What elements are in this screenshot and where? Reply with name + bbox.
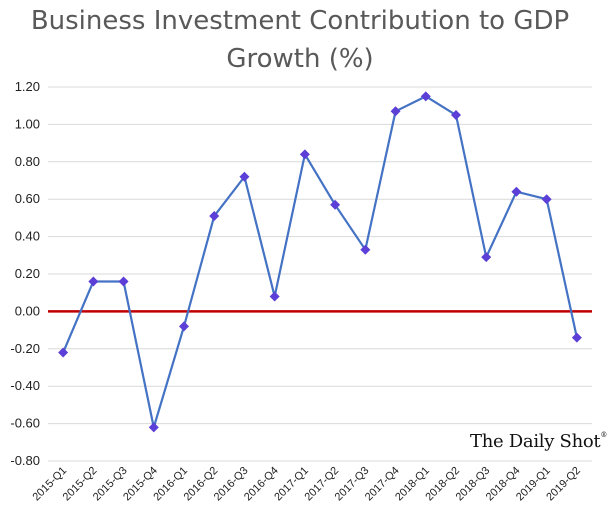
data-point-marker [88, 276, 99, 287]
y-tick-label: -0.20 [10, 341, 40, 356]
chart-title-line-2: Growth (%) [226, 44, 374, 74]
y-tick-label: 0.40 [15, 229, 40, 244]
data-point-marker [571, 332, 582, 343]
daily-shot-watermark: The Daily Shot® [470, 431, 607, 452]
data-point-marker [179, 321, 189, 332]
y-tick-label: -0.60 [10, 416, 40, 431]
y-tick-label: 0.20 [15, 266, 40, 281]
data-point-marker [451, 110, 461, 121]
data-point-marker [541, 194, 552, 205]
chart-title: Business Investment Contribution to GDP … [0, 2, 600, 78]
y-tick-label: 0.00 [15, 303, 40, 318]
data-point-marker [511, 186, 522, 197]
data-point-marker [420, 91, 431, 102]
data-point-marker [360, 244, 371, 255]
y-tick-label: -0.40 [10, 378, 40, 393]
data-point-marker [390, 106, 401, 117]
data-point-marker [239, 171, 250, 182]
series-line [62, 95, 578, 429]
chart-title-line-1: Business Investment Contribution to GDP [30, 6, 570, 36]
data-point-marker [269, 291, 280, 302]
data-point-marker [209, 211, 220, 222]
data-point-marker [58, 347, 69, 358]
data-point-marker [330, 199, 341, 210]
registered-mark: ® [600, 431, 608, 439]
data-point-marker [118, 276, 129, 287]
y-tick-label: 1.00 [15, 116, 40, 131]
y-tick-label: 0.80 [15, 154, 40, 169]
data-point-marker [481, 252, 492, 263]
y-tick-label: 1.20 [15, 79, 40, 94]
y-tick-label: 0.60 [15, 191, 40, 206]
data-point-marker [299, 149, 310, 160]
y-tick-label: -0.80 [10, 453, 40, 468]
watermark-text: The Daily Shot [470, 431, 601, 452]
data-point-marker [148, 422, 159, 433]
